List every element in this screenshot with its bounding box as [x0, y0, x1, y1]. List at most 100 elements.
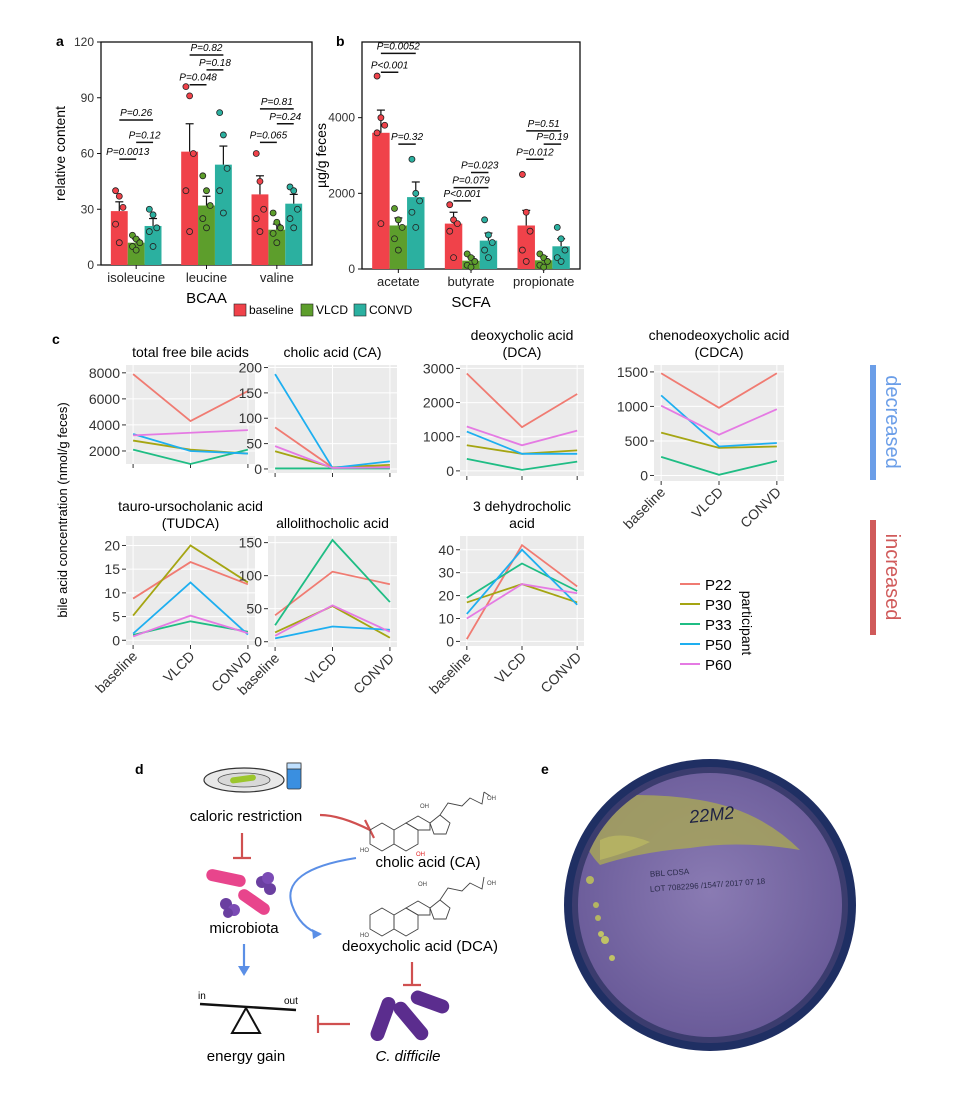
x-tick-label-acetate: acetate — [377, 274, 420, 289]
conversion-arrowhead — [312, 929, 322, 939]
data-point — [256, 228, 264, 235]
line-chart-c2: 0 50 100 150 200 cholic acid (CA) — [239, 344, 397, 477]
data-point — [145, 228, 153, 235]
y-tick-label: 20 — [438, 588, 454, 604]
microbiota-label: microbiota — [209, 920, 279, 937]
y-tick-label: 0 — [640, 467, 648, 483]
svg-text:OH: OH — [416, 852, 425, 858]
svg-text:HO: HO — [360, 848, 369, 854]
data-point — [446, 227, 454, 235]
legend-label-P60: P60 — [705, 657, 732, 674]
promote-arrow-microbiota-energy — [238, 944, 250, 976]
data-point — [373, 129, 381, 137]
data-point — [186, 92, 194, 100]
series-line-P60 — [274, 604, 391, 637]
data-point — [199, 172, 207, 180]
y-tick-label: 8000 — [89, 365, 120, 381]
data-point — [189, 150, 197, 157]
y-tick-label: 40 — [438, 542, 454, 558]
bar-convd-acetate — [407, 197, 425, 269]
legend-swatch-baseline — [233, 303, 247, 317]
y-tick-label: 100 — [239, 410, 263, 426]
data-point — [394, 216, 402, 224]
p-value-label: P=0.24 — [269, 112, 301, 123]
increased-bar — [870, 520, 876, 635]
data-point — [260, 205, 268, 213]
legend-ab: baseline VLCD CONVD — [233, 303, 413, 317]
bar-vlcd-leucine — [198, 205, 215, 265]
y-tick-label: 50 — [246, 436, 262, 452]
data-point — [294, 205, 301, 213]
y-tick-label: 20 — [104, 537, 120, 553]
chart-title: (TUDCA) — [162, 515, 220, 531]
data-point — [269, 209, 277, 217]
y-tick-label: 15 — [104, 561, 120, 577]
panel-label-d: d — [135, 761, 144, 777]
data-point — [518, 171, 526, 178]
x-tick-label: baseline — [92, 648, 140, 696]
x-axis-label: BCAA — [186, 290, 227, 307]
inhibit-arrow-cdiff-energy — [316, 1015, 350, 1033]
y-tick-label: 30 — [438, 565, 454, 581]
data-point — [277, 224, 284, 232]
series-line-P60 — [133, 429, 248, 437]
panel-label-c: c — [52, 331, 60, 347]
data-point — [412, 189, 420, 197]
y-axis-label: relative content — [52, 106, 68, 201]
plate-print-line1: BBL CDSA — [650, 867, 690, 879]
panel-label-a: a — [56, 33, 64, 49]
legend-label-vlcd: VLCD — [316, 303, 348, 317]
data-point — [540, 263, 548, 271]
legend-participants: P22 P30 P33 P50 P60 — [680, 577, 732, 674]
y-tick-label: 120 — [74, 35, 94, 49]
svg-text:OH: OH — [487, 881, 496, 887]
chart-title: deoxycholic acid — [471, 327, 574, 343]
data-point — [186, 228, 194, 235]
x-tick-label: baseline — [620, 484, 668, 532]
series-line-P33 — [466, 458, 578, 471]
x-tick-label: baseline — [426, 649, 474, 697]
series-line-P60 — [274, 445, 390, 469]
x-tick-label: VLCD — [302, 650, 340, 688]
data-point — [522, 258, 530, 265]
p-value-label: P=0.048 — [179, 73, 217, 84]
data-point — [526, 227, 534, 235]
x-tick-label: CONVD — [737, 484, 784, 531]
data-point — [119, 203, 127, 211]
series-line-P50 — [274, 625, 390, 640]
y-tick-label: 0 — [446, 633, 454, 649]
data-point — [446, 201, 454, 209]
series-line-P50 — [132, 433, 248, 455]
x-tick-label-leucine: leucine — [186, 270, 227, 285]
inhibit-arrow-cr-microbiota — [233, 833, 251, 860]
data-point — [290, 187, 298, 195]
data-point — [112, 187, 119, 195]
decreased-bar — [870, 365, 876, 480]
series-line-P60 — [466, 583, 578, 620]
data-point — [269, 230, 277, 237]
plate-icon — [203, 767, 285, 793]
series-line-P50 — [466, 548, 578, 615]
data-point — [182, 187, 190, 195]
y-tick-label: 100 — [239, 568, 263, 584]
y-tick-label: 1500 — [617, 364, 648, 380]
bar-baseline-isoleucine — [110, 211, 128, 265]
bacterial-colony-growth — [578, 795, 800, 961]
data-point — [467, 263, 475, 271]
line-chart-c1: 2000 4000 6000 8000 total free bile acids — [89, 344, 255, 468]
data-point — [561, 246, 569, 254]
y-axis-label: µg/g feces — [313, 123, 329, 188]
chart-title: allolithocholic acid — [276, 515, 389, 531]
data-point — [450, 254, 457, 262]
chart-title: 3 dehydrocholic — [473, 498, 571, 514]
y-tick-label: 90 — [81, 91, 95, 105]
inhibit-arrow-dca-cdiff — [403, 962, 421, 987]
y-tick-label: 10 — [438, 611, 454, 627]
data-point — [381, 121, 389, 129]
series-line-P60 — [466, 425, 578, 447]
series-line-P33 — [660, 455, 778, 476]
legend-label-baseline: baseline — [249, 303, 294, 317]
data-point — [219, 131, 227, 139]
